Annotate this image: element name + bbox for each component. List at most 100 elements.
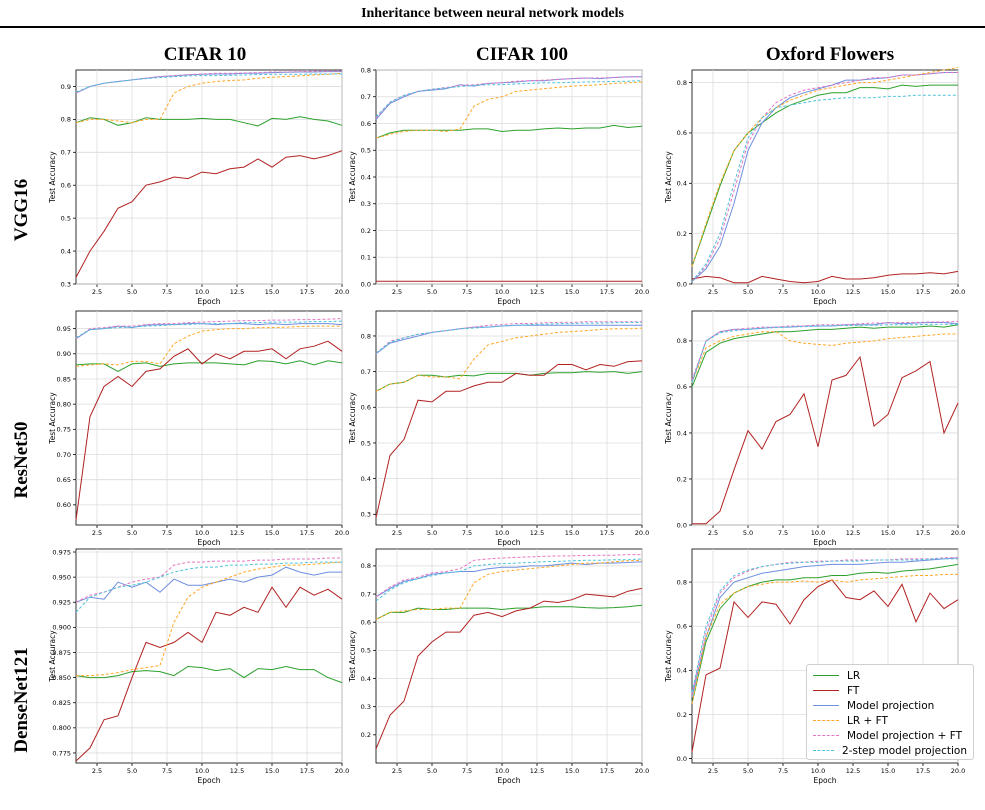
- legend-item-2-step-model-projection: 2-step model projection: [813, 743, 967, 758]
- y-tick-label: 0.3: [361, 511, 371, 519]
- panel-vgg16-cifar-10: 2.5 5.0 7.5 10.0 12.5 15.0 17.5 20.0 0.3 0.4 0.5 0.…: [48, 69, 349, 306]
- y-tick-label: 0.6: [677, 383, 687, 391]
- legend-item-model-projection-ft: Model projection + FT: [813, 728, 967, 743]
- y-tick-label: 0.70: [57, 451, 71, 459]
- y-tick-label: 0.2: [677, 711, 687, 719]
- legend-swatch-model-projection-ft: [813, 735, 839, 736]
- y-tick-label: 0.60: [57, 501, 71, 509]
- y-tick-label: 0.8: [677, 79, 687, 87]
- x-tick-label: 20.0: [635, 288, 649, 296]
- y-tick-label: 0.850: [52, 674, 71, 682]
- y-tick-label: 0.9: [61, 83, 71, 91]
- series-line-lr-ft: [375, 559, 643, 620]
- x-tick-label: 20.0: [335, 529, 349, 537]
- panel-vgg16-cifar-100: 2.5 5.0 7.5 10.0 12.5 15.0 17.5 20.0 0.0 0.1 0.2 0.…: [348, 66, 649, 306]
- series-line-model-projection: [375, 324, 642, 355]
- y-tick-label: 0.85: [57, 375, 71, 383]
- legend-swatch-lr-ft: [813, 720, 839, 721]
- legend-label-lr-ft: LR + FT: [847, 714, 888, 727]
- plot-frame: [75, 310, 343, 526]
- x-tick-label: 10.0: [495, 529, 509, 537]
- x-tick-label: 20.0: [635, 767, 649, 775]
- chart-legend: LR FT Model projection LR + FT Model pro…: [806, 664, 974, 760]
- figure-title: Inheritance between neural network model…: [361, 6, 624, 21]
- y-tick-label: 0.80: [57, 400, 71, 408]
- y-tick-label: 0.900: [52, 624, 71, 632]
- x-axis-label: Epoch: [498, 538, 521, 547]
- x-tick-label: 7.5: [462, 767, 472, 775]
- x-tick-label: 15.0: [881, 529, 895, 537]
- x-tick-label: 12.5: [846, 529, 860, 537]
- x-tick-label: 20.0: [951, 529, 965, 537]
- x-axis-label: Epoch: [198, 776, 221, 785]
- y-tick-label: 0.0: [361, 280, 371, 288]
- y-tick-label: 0.775: [52, 749, 71, 757]
- panel-resnet50-oxford-flowers: 2.5 5.0 7.5 10.0 12.5 15.0 17.5 20.0 0.0 0.2 0.4 0.…: [664, 310, 965, 547]
- series-line-2-step-model-projection: [375, 321, 642, 354]
- x-tick-label: 7.5: [778, 288, 788, 296]
- x-tick-label: 17.5: [916, 288, 930, 296]
- series-line-lr: [75, 665, 343, 684]
- x-tick-label: 20.0: [951, 288, 965, 296]
- legend-swatch-model-projection: [813, 705, 839, 706]
- x-tick-label: 2.5: [92, 288, 102, 296]
- y-axis-label: Test Accuracy: [48, 630, 57, 683]
- plot-frame: [691, 310, 959, 526]
- x-tick-label: 2.5: [708, 767, 718, 775]
- series-line-lr-ft: [691, 331, 958, 383]
- series-line-2-step-model-projection: [691, 558, 958, 693]
- x-tick-label: 20.0: [335, 767, 349, 775]
- series-line-ft: [691, 579, 959, 753]
- x-tick-label: 2.5: [392, 767, 402, 775]
- x-tick-label: 12.5: [230, 288, 244, 296]
- y-tick-label: 0.6: [361, 619, 371, 627]
- x-tick-label: 15.0: [265, 288, 279, 296]
- y-tick-label: 0.0: [677, 280, 687, 288]
- x-tick-label: 7.5: [162, 767, 172, 775]
- y-tick-label: 0.8: [61, 116, 71, 124]
- series-line-lr-ft: [75, 72, 343, 124]
- y-tick-label: 0.6: [677, 129, 687, 137]
- series-line-2-step-model-projection: [75, 73, 342, 93]
- x-tick-label: 10.0: [811, 288, 825, 296]
- plot-frame: [75, 548, 343, 764]
- x-tick-label: 7.5: [778, 529, 788, 537]
- plot-frame: [75, 69, 343, 285]
- legend-label-model-projection: Model projection: [847, 699, 935, 712]
- x-tick-label: 2.5: [708, 529, 718, 537]
- y-tick-label: 0.4: [361, 675, 371, 683]
- x-tick-label: 5.0: [127, 288, 137, 296]
- y-axis-label: Test Accuracy: [664, 630, 673, 683]
- panel-densenet121-cifar-100: 2.5 5.0 7.5 10.0 12.5 15.0 17.5 20.0 0.2 0.3 0.4 0.…: [348, 548, 649, 785]
- legend-label-ft: FT: [847, 684, 860, 697]
- x-tick-label: 20.0: [335, 288, 349, 296]
- series-line-lr-ft: [75, 325, 342, 367]
- y-tick-label: 0.8: [361, 562, 371, 570]
- series-line-ft: [692, 355, 959, 525]
- x-tick-label: 7.5: [778, 767, 788, 775]
- legend-swatch-2-step-model-projection: [813, 750, 834, 751]
- series-line-lr: [691, 563, 959, 704]
- x-tick-label: 12.5: [846, 288, 860, 296]
- y-tick-label: 0.90: [57, 350, 71, 358]
- x-tick-label: 2.5: [392, 288, 402, 296]
- y-tick-label: 0.2: [361, 731, 371, 739]
- y-tick-label: 0.0: [677, 755, 687, 763]
- y-tick-label: 0.8: [677, 578, 687, 586]
- y-tick-label: 0.6: [361, 120, 371, 128]
- x-tick-label: 10.0: [195, 288, 209, 296]
- y-tick-label: 0.7: [61, 149, 71, 157]
- y-tick-label: 0.5: [361, 147, 371, 155]
- y-tick-label: 0.4: [361, 173, 371, 181]
- y-tick-label: 0.2: [361, 227, 371, 235]
- y-tick-label: 0.6: [677, 623, 687, 631]
- y-tick-label: 0.7: [361, 590, 371, 598]
- x-tick-label: 17.5: [300, 288, 314, 296]
- y-tick-label: 0.75: [57, 426, 71, 434]
- title-rule: [0, 26, 985, 28]
- series-line-lr: [691, 324, 959, 388]
- series-line-2-step-model-projection: [691, 94, 958, 282]
- y-tick-label: 0.825: [52, 699, 71, 707]
- x-tick-label: 7.5: [162, 529, 172, 537]
- x-axis-label: Epoch: [198, 538, 221, 547]
